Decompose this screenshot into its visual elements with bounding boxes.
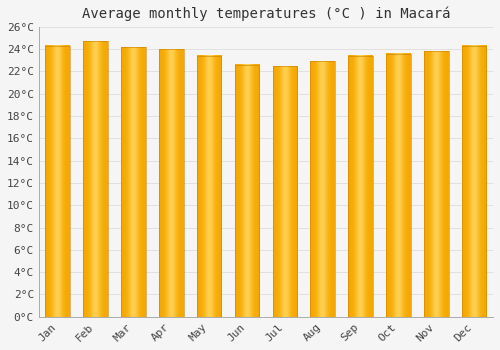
Title: Average monthly temperatures (°C ) in Macará: Average monthly temperatures (°C ) in Ma… [82, 7, 450, 21]
